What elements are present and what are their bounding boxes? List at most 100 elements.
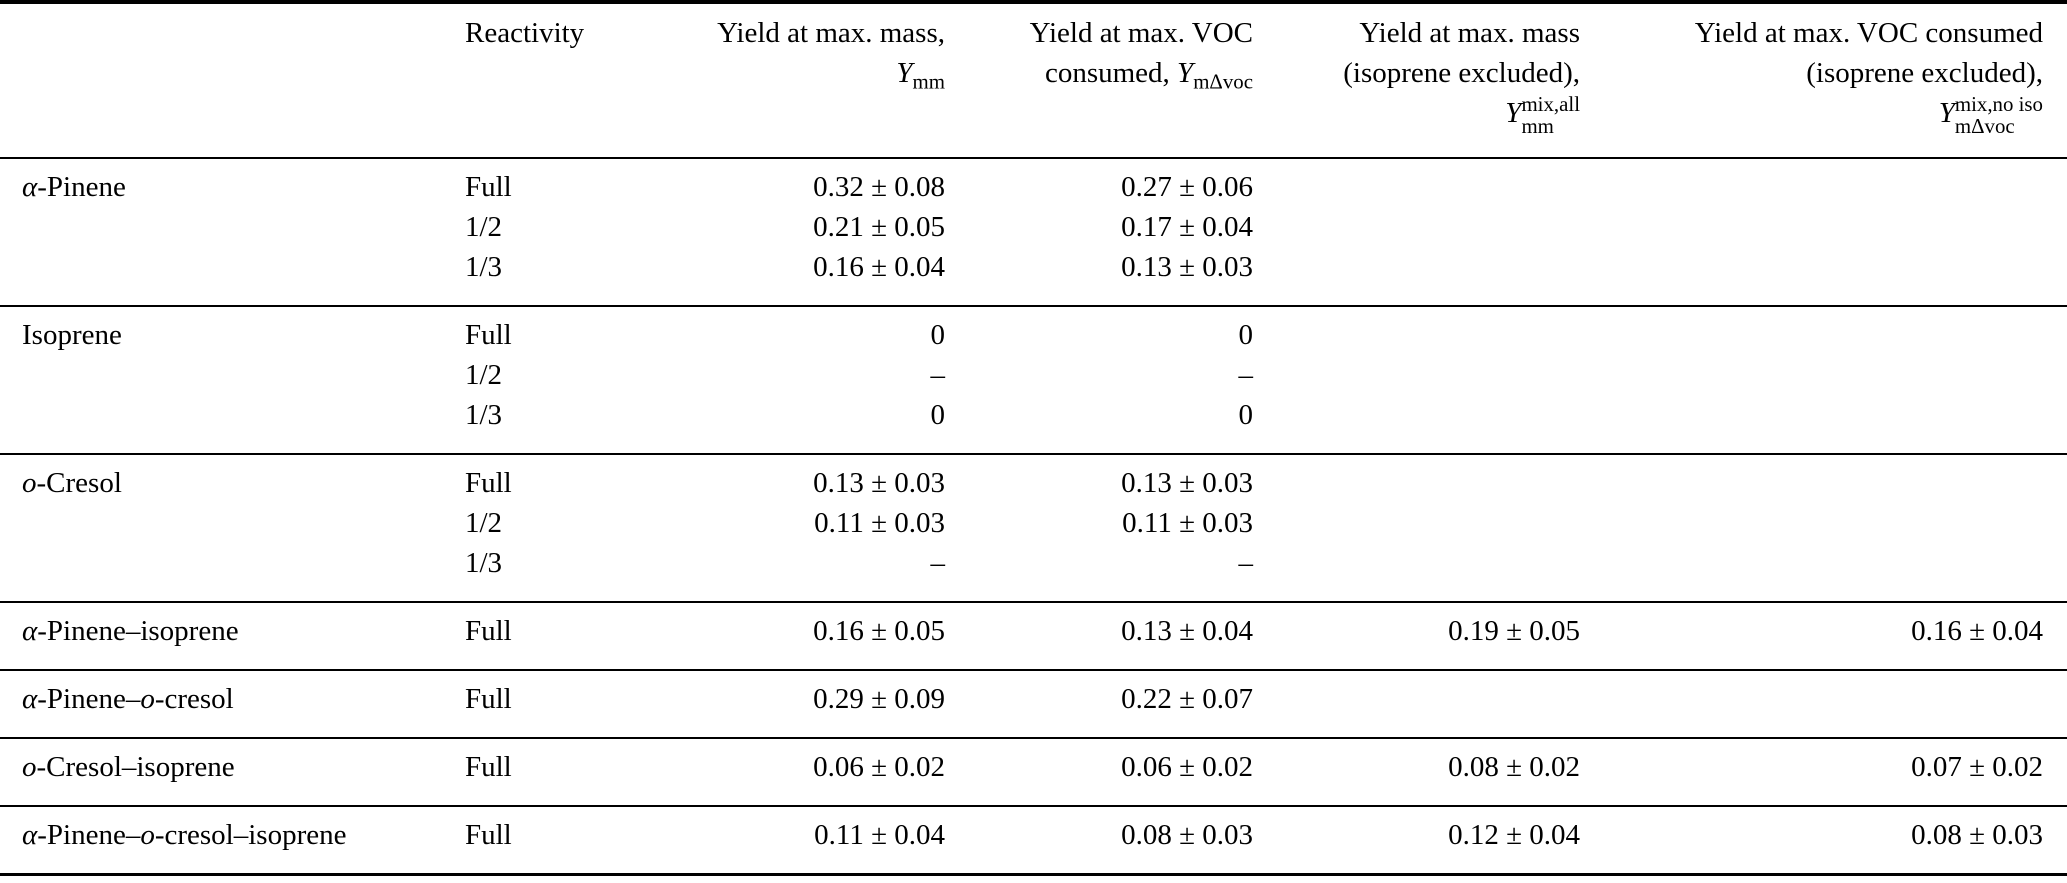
cell-yield-mm: 0 xyxy=(930,399,946,431)
voc-name: -Cresol xyxy=(36,467,122,499)
voc-name: -Pinene xyxy=(37,171,126,203)
cell-reactivity: 1/3 xyxy=(465,251,503,283)
group-alpha-pinene-o-cresol: α-Pinene–o-cresol Full 0.29 ± 0.09 0.22 … xyxy=(0,670,2067,738)
cell-reactivity: Full xyxy=(465,683,512,715)
cell-yield-mdvoc: 0 xyxy=(1238,399,1254,431)
cell-yield-mm-mix xyxy=(1253,355,1580,395)
cell-voc-system xyxy=(0,503,455,543)
header-label: Yield at max. mass xyxy=(1359,17,1580,49)
cell-yield-mdvoc: 0.22 ± 0.07 xyxy=(1121,683,1253,715)
cell-yield-mdvoc-mix xyxy=(1580,670,2067,738)
cell-yield-mdvoc: 0.08 ± 0.03 xyxy=(1121,819,1253,851)
y-symbol: Y xyxy=(896,57,913,89)
cell-voc-system xyxy=(0,247,455,306)
group-alpha-pinene-o-cresol-isoprene: α-Pinene–o-cresol–isoprene Full 0.11 ± 0… xyxy=(0,806,2067,875)
cell-yield-mdvoc: 0.13 ± 0.03 xyxy=(1121,467,1253,499)
voc-name-italic: α xyxy=(22,171,38,203)
cell-reactivity: Full xyxy=(465,319,512,351)
y-symbol: Y xyxy=(1938,97,1955,129)
cell-yield-mm: 0.13 ± 0.03 xyxy=(813,467,945,499)
cell-yield-mdvoc: 0.17 ± 0.04 xyxy=(1121,211,1253,243)
cell-yield-mdvoc-mix: 0.08 ± 0.03 xyxy=(1911,819,2043,851)
cell-voc-system xyxy=(0,543,455,602)
table-row: 1/2 – – xyxy=(0,355,2067,395)
cell-yield-mdvoc-mix xyxy=(1580,355,2067,395)
cell-yield-mm-mix xyxy=(1253,247,1580,306)
col-header-reactivity: Reactivity xyxy=(455,2,650,158)
header-row: Reactivity Yield at max. mass, Ymm Yield… xyxy=(0,2,2067,158)
voc-name-italic: α xyxy=(22,683,38,715)
cell-yield-mm: 0.11 ± 0.04 xyxy=(814,819,945,851)
table-row: 1/3 – – xyxy=(0,543,2067,602)
cell-yield-mm: 0.16 ± 0.05 xyxy=(813,615,945,647)
cell-yield-mdvoc-mix xyxy=(1580,158,2067,207)
group-o-cresol-isoprene: o-Cresol–isoprene Full 0.06 ± 0.02 0.06 … xyxy=(0,738,2067,806)
cell-yield-mdvoc-mix xyxy=(1580,503,2067,543)
header-label: Reactivity xyxy=(465,17,585,49)
y-subscript: mm xyxy=(912,69,945,94)
cell-voc-system: o-Cresol xyxy=(0,454,455,503)
cell-yield-mm: 0.29 ± 0.09 xyxy=(813,683,945,715)
y-subscript: mΔvoc xyxy=(1954,114,2015,139)
group-isoprene: Isoprene Full 0 0 1/2 – – 1/3 0 0 xyxy=(0,306,2067,454)
cell-reactivity: Full xyxy=(465,467,512,499)
cell-yield-mm: 0.16 ± 0.04 xyxy=(813,251,945,283)
cell-reactivity: 1/2 xyxy=(465,359,503,391)
cell-yield-mm: 0.11 ± 0.03 xyxy=(814,507,945,539)
table-row: 1/3 0 0 xyxy=(0,395,2067,454)
voc-name-italic: o xyxy=(140,819,155,851)
table-row: 1/2 0.21 ± 0.05 0.17 ± 0.04 xyxy=(0,207,2067,247)
header-label: Yield at max. VOC xyxy=(1029,17,1253,49)
y-supsub: mix,all mm xyxy=(1521,94,1580,138)
cell-voc-system: o-Cresol–isoprene xyxy=(0,738,455,806)
header-label: consumed, xyxy=(1044,57,1178,89)
cell-yield-mm-mix xyxy=(1253,306,1580,355)
col-header-yield-max-voc: Yield at max. VOC consumed, YmΔvoc xyxy=(945,2,1253,158)
cell-yield-mm: – xyxy=(930,547,946,579)
cell-voc-system: α-Pinene–isoprene xyxy=(0,602,455,670)
col-header-yield-max-voc-iso-excluded: Yield at max. VOC consumed (isoprene exc… xyxy=(1580,2,2067,158)
header-label: Yield at max. VOC consumed xyxy=(1694,17,2043,49)
table-row: α-Pinene–isoprene Full 0.16 ± 0.05 0.13 … xyxy=(0,602,2067,670)
cell-yield-mdvoc: 0.11 ± 0.03 xyxy=(1122,507,1253,539)
table-row: α-Pinene–o-cresol–isoprene Full 0.11 ± 0… xyxy=(0,806,2067,875)
table-row: 1/3 0.16 ± 0.04 0.13 ± 0.03 xyxy=(0,247,2067,306)
cell-voc-system: α-Pinene xyxy=(0,158,455,207)
cell-yield-mm-mix xyxy=(1253,670,1580,738)
cell-yield-mm: 0.21 ± 0.05 xyxy=(813,211,945,243)
cell-reactivity: Full xyxy=(465,819,512,851)
header-label: (isoprene excluded), xyxy=(1806,57,2043,89)
group-alpha-pinene-isoprene: α-Pinene–isoprene Full 0.16 ± 0.05 0.13 … xyxy=(0,602,2067,670)
y-symbol: Y xyxy=(1177,57,1194,89)
cell-yield-mdvoc-mix xyxy=(1580,247,2067,306)
cell-yield-mm-mix: 0.08 ± 0.02 xyxy=(1448,751,1580,783)
voc-name: Isoprene xyxy=(22,319,122,351)
y-symbol: Y xyxy=(1505,97,1522,129)
voc-name: -Cresol–isoprene xyxy=(36,751,235,783)
y-superscript: mix,no iso xyxy=(1954,92,2043,117)
cell-reactivity: Full xyxy=(465,615,512,647)
cell-yield-mdvoc: 0.27 ± 0.06 xyxy=(1121,171,1253,203)
cell-reactivity: Full xyxy=(465,751,512,783)
col-header-yield-max-mass-iso-excluded: Yield at max. mass (isoprene excluded), … xyxy=(1253,2,1580,158)
y-subscript: mm xyxy=(1521,114,1554,139)
cell-voc-system xyxy=(0,207,455,247)
voc-name-italic: o xyxy=(22,467,37,499)
cell-yield-mm: 0 xyxy=(930,319,946,351)
cell-voc-system: Isoprene xyxy=(0,306,455,355)
table-row: o-Cresol–isoprene Full 0.06 ± 0.02 0.06 … xyxy=(0,738,2067,806)
voc-name: -cresol xyxy=(154,683,234,715)
cell-yield-mm-mix xyxy=(1253,503,1580,543)
cell-yield-mdvoc: – xyxy=(1238,547,1254,579)
group-alpha-pinene: α-Pinene Full 0.32 ± 0.08 0.27 ± 0.06 1/… xyxy=(0,158,2067,306)
voc-name: -Pinene– xyxy=(37,819,141,851)
cell-yield-mm-mix xyxy=(1253,543,1580,602)
cell-voc-system xyxy=(0,395,455,454)
header-symbol-ymdvoc: consumed, YmΔvoc xyxy=(945,53,1253,102)
cell-reactivity: Full xyxy=(465,171,512,203)
cell-yield-mm-mix xyxy=(1253,454,1580,503)
cell-yield-mm-mix: 0.12 ± 0.04 xyxy=(1448,819,1580,851)
